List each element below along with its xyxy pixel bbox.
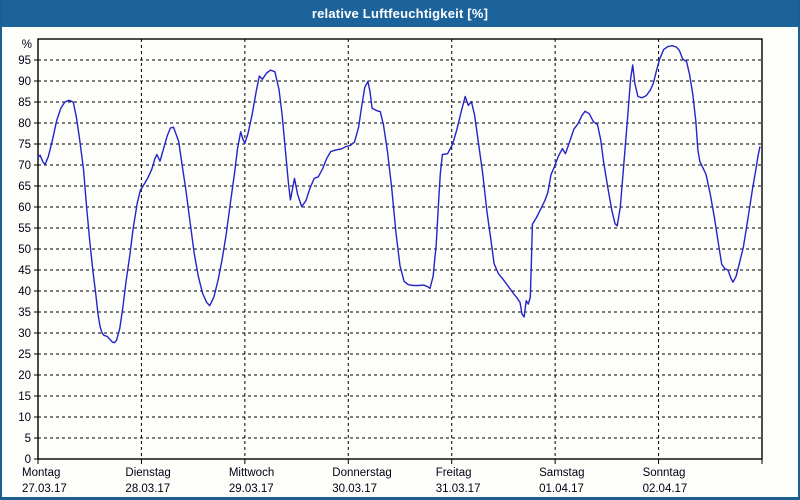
y-tick-label: 0 <box>25 454 31 466</box>
x-tick-label-date: 30.03.17 <box>332 483 377 495</box>
x-tick-label-date: 29.03.17 <box>229 483 274 495</box>
y-tick-label: 45 <box>18 265 31 277</box>
y-tick-label: 65 <box>18 181 31 193</box>
y-tick-label: 70 <box>18 160 31 172</box>
x-tick-label-date: 27.03.17 <box>22 483 67 495</box>
x-tick-label-day: Donnerstag <box>332 467 391 479</box>
y-axis-unit-label: % <box>22 39 32 51</box>
y-tick-label: 40 <box>18 286 31 298</box>
x-tick-label-day: Dienstag <box>125 467 170 479</box>
y-tick-label: 55 <box>18 223 31 235</box>
x-tick-label-day: Sonntag <box>643 467 686 479</box>
humidity-line <box>37 45 761 344</box>
y-tick-label: 20 <box>18 370 31 382</box>
x-tick-label-day: Samstag <box>539 467 584 479</box>
y-tick-label: 5 <box>25 433 31 445</box>
title-bar: relative Luftfeuchtigkeit [%] <box>2 0 798 27</box>
y-tick-label: 60 <box>18 202 31 214</box>
chart-title: relative Luftfeuchtigkeit [%] <box>311 6 489 21</box>
y-tick-label: 75 <box>18 139 31 151</box>
y-tick-label: 90 <box>18 76 31 88</box>
y-tick-label: 80 <box>18 118 31 130</box>
y-tick-label: 15 <box>18 391 31 403</box>
y-tick-label: 85 <box>18 97 31 109</box>
x-tick-label-day: Mittwoch <box>229 467 274 479</box>
y-tick-label: 50 <box>18 244 31 256</box>
y-tick-label: 30 <box>18 328 31 340</box>
x-tick-label-day: Montag <box>22 467 60 479</box>
x-tick-label-date: 31.03.17 <box>436 483 481 495</box>
y-tick-label: 10 <box>18 412 31 424</box>
y-tick-label: 95 <box>18 55 31 67</box>
x-tick-label-date: 02.04.17 <box>643 483 688 495</box>
plot-border <box>37 38 763 460</box>
y-tick-label: 25 <box>18 349 31 361</box>
y-tick-label: 35 <box>18 307 31 319</box>
x-tick-label-day: Freitag <box>436 467 472 479</box>
x-tick-label-date: 28.03.17 <box>125 483 170 495</box>
chart-area: 0 5 10 15 20 25 30 35 40 45 50 55 60 65 70 75 80 85 90 95% M… <box>2 27 798 497</box>
chart-svg: 0 5 10 15 20 25 30 35 40 45 50 55 60 65 70 75 80 85 90 95% M… <box>18 38 763 495</box>
x-tick-label-date: 01.04.17 <box>539 483 584 495</box>
